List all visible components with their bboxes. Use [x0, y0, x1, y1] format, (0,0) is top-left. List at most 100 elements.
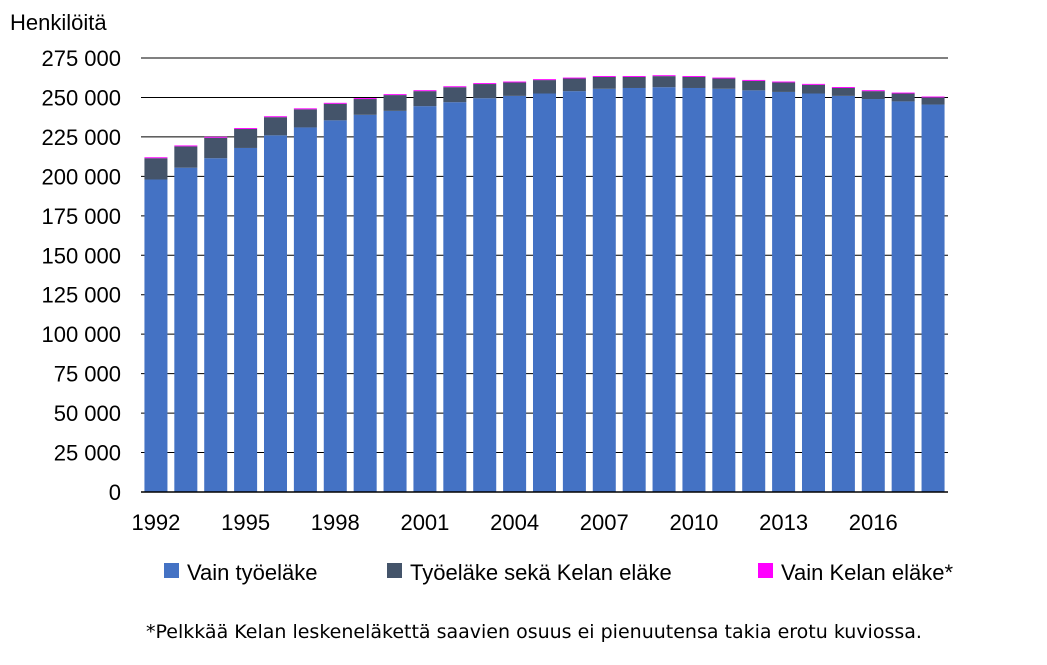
bar-1997-series-3	[293, 108, 317, 110]
bar-2008-series-3	[622, 75, 646, 77]
bar-2004-series-1	[503, 95, 527, 492]
bar-2008-series-2	[622, 76, 646, 88]
y-axis-title: Henkilöitä	[10, 10, 107, 35]
y-tick-label: 275 000	[41, 46, 121, 71]
bar-2009-series-1	[652, 87, 676, 493]
y-tick-label: 75 000	[54, 362, 121, 387]
bar-1993-series-3	[174, 145, 198, 147]
bar-2011-series-1	[712, 88, 736, 493]
bar-2003-series-3	[473, 83, 497, 85]
bar-2002-series-2	[443, 87, 467, 103]
bar-2010-series-1	[682, 87, 706, 493]
bar-1999-series-3	[353, 98, 377, 100]
bar-2000-series-3	[383, 94, 407, 96]
bar-2006-series-3	[562, 77, 586, 79]
bar-2002-series-1	[443, 102, 467, 493]
bar-2014-series-3	[801, 83, 826, 85]
bar-2007-series-2	[592, 76, 616, 89]
bar-1993-series-1	[174, 167, 198, 492]
bar-2016-series-3	[861, 90, 885, 92]
x-tick-label: 1995	[221, 510, 270, 535]
x-tick-label: 2007	[580, 510, 629, 535]
bar-2011-series-2	[712, 78, 736, 89]
bar-2012-series-2	[742, 80, 766, 91]
bar-2009-series-3	[652, 75, 676, 77]
bar-1998-series-2	[323, 103, 347, 121]
y-tick-label: 25 000	[54, 441, 121, 466]
x-tick-label: 2004	[490, 510, 539, 535]
bar-2014-series-1	[801, 93, 826, 492]
bar-2018-series-1	[921, 104, 945, 492]
bar-1994-series-3	[204, 136, 228, 138]
legend-swatch-1	[164, 563, 179, 578]
bar-1996-series-1	[263, 135, 288, 492]
bar-2013-series-3	[772, 81, 796, 83]
bar-2004-series-2	[503, 82, 527, 96]
y-tick-label: 0	[109, 480, 121, 505]
bar-1995-series-2	[234, 129, 258, 148]
legend-label-2: Työeläke sekä Kelan eläke	[410, 560, 672, 585]
bar-2004-series-3	[503, 81, 527, 83]
bar-1992-series-2	[144, 158, 168, 180]
bar-2016-series-1	[861, 99, 885, 493]
bar-2011-series-3	[712, 77, 736, 79]
bar-2015-series-2	[831, 87, 855, 96]
bar-2005-series-1	[532, 93, 557, 492]
bar-2002-series-3	[443, 86, 467, 88]
bar-2006-series-2	[562, 78, 586, 92]
bar-2009-series-2	[652, 76, 676, 88]
bar-1998-series-3	[323, 102, 347, 104]
bar-2006-series-1	[562, 91, 586, 492]
bar-2013-series-2	[772, 82, 796, 92]
bar-2005-series-3	[532, 79, 557, 81]
bar-1996-series-2	[263, 117, 288, 136]
bars	[144, 75, 945, 493]
bar-1992-series-3	[144, 157, 168, 159]
bar-1997-series-2	[293, 109, 317, 128]
bar-2003-series-2	[473, 84, 497, 99]
bar-2007-series-1	[592, 88, 616, 493]
y-tick-label: 225 000	[41, 125, 121, 150]
bar-2012-series-3	[742, 79, 766, 81]
bar-2013-series-1	[772, 91, 796, 492]
bar-1995-series-1	[234, 147, 258, 492]
y-tick-label: 150 000	[41, 243, 121, 268]
x-tick-label: 1992	[131, 510, 180, 535]
bar-2001-series-1	[413, 106, 437, 492]
footnote: *Pelkkää Kelan leskeneläkettä saavien os…	[146, 621, 922, 643]
x-tick-label: 2001	[400, 510, 449, 535]
bar-2007-series-3	[592, 75, 616, 77]
bar-1994-series-2	[204, 137, 228, 159]
bar-2008-series-1	[622, 87, 646, 493]
legend-label-3: Vain Kelan eläke*	[781, 560, 953, 585]
bar-1998-series-1	[323, 120, 347, 492]
bar-2015-series-1	[831, 95, 855, 492]
bar-1994-series-1	[204, 158, 228, 492]
x-tick-labels: 1992 1995 1998 2001 2004 2007 2010 2013 2016	[131, 510, 897, 535]
bar-2017-series-3	[891, 92, 915, 94]
bar-2001-series-3	[413, 90, 437, 92]
y-tick-label: 50 000	[54, 401, 121, 426]
x-tick-label: 1998	[311, 510, 360, 535]
bar-2014-series-2	[801, 84, 826, 94]
bar-2000-series-2	[383, 95, 407, 111]
bar-1999-series-1	[353, 114, 377, 492]
legend-swatch-2	[387, 563, 402, 578]
bar-2017-series-2	[891, 93, 915, 102]
bar-2012-series-1	[742, 90, 766, 493]
bar-1993-series-2	[174, 146, 198, 168]
legend-label-1: Vain työeläke	[187, 560, 317, 585]
y-tick-label: 125 000	[41, 283, 121, 308]
bar-1992-series-1	[144, 179, 168, 492]
bar-2017-series-1	[891, 101, 915, 493]
bar-2010-series-2	[682, 76, 706, 88]
y-tick-label: 100 000	[41, 322, 121, 347]
bar-1996-series-3	[263, 116, 288, 118]
x-tick-label: 2010	[669, 510, 718, 535]
y-tick-label: 200 000	[41, 164, 121, 189]
x-tick-label: 2016	[849, 510, 898, 535]
bar-2016-series-2	[861, 91, 885, 100]
bar-1995-series-3	[234, 128, 258, 130]
